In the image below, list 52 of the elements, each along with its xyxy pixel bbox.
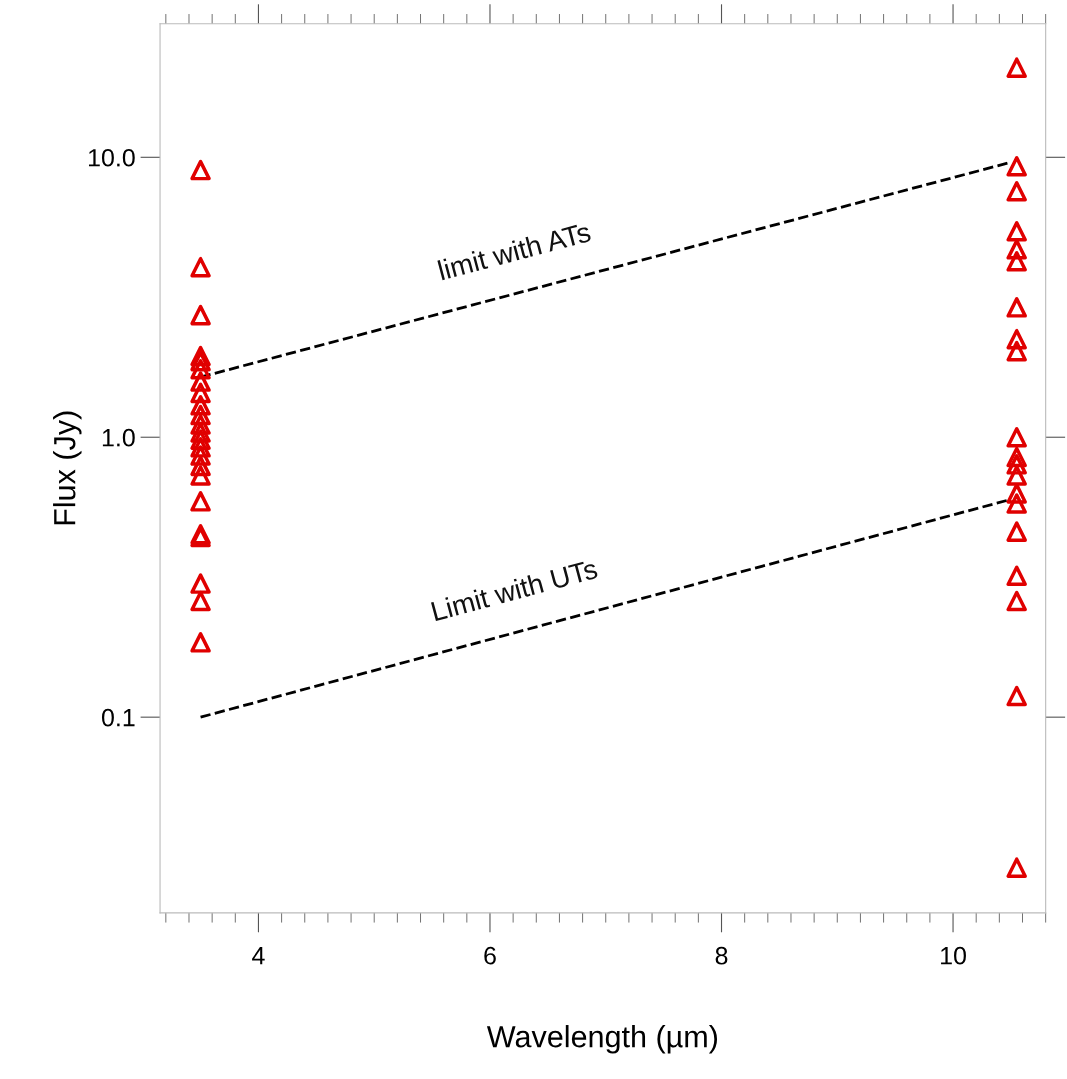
point	[1006, 685, 1027, 707]
point	[190, 422, 211, 443]
y-tick-label: 10.0	[89, 148, 135, 167]
point	[190, 465, 211, 486]
point	[190, 256, 211, 278]
point	[190, 395, 211, 416]
point	[1006, 251, 1027, 272]
point	[190, 455, 211, 477]
point	[190, 159, 211, 181]
annotation: Limit with UTs	[430, 558, 599, 622]
point	[1006, 565, 1027, 587]
point	[1006, 493, 1027, 514]
point	[190, 358, 211, 380]
point	[190, 304, 211, 326]
point	[190, 491, 211, 512]
point	[1006, 454, 1027, 475]
point	[1006, 156, 1027, 177]
point	[1006, 446, 1027, 468]
point	[190, 414, 211, 435]
point	[1006, 57, 1027, 78]
point	[190, 437, 211, 458]
point	[190, 445, 211, 466]
x-tick-label: 10	[941, 946, 966, 965]
point	[190, 573, 211, 594]
x-tick-label: 4	[252, 947, 265, 965]
point	[1006, 328, 1027, 350]
point	[1006, 857, 1027, 878]
point	[190, 371, 211, 392]
point	[1006, 221, 1027, 242]
point	[1006, 465, 1027, 486]
point	[1006, 590, 1027, 612]
point	[1006, 340, 1027, 362]
point	[1006, 181, 1027, 202]
point	[190, 350, 211, 372]
point	[1006, 426, 1027, 448]
y-tick-label: 1.0	[102, 428, 135, 447]
point	[1006, 521, 1027, 542]
point	[190, 345, 211, 367]
x-tick-label: 8	[715, 946, 728, 965]
x-tick-label: 6	[484, 946, 496, 965]
point	[190, 382, 211, 404]
point	[1006, 483, 1027, 504]
x-axis-title: Wavelength (µm)	[486, 1025, 718, 1054]
annotation: limit with ATs	[437, 221, 592, 281]
point	[190, 632, 211, 653]
y-tick-label: 0.1	[101, 708, 135, 727]
point	[1006, 297, 1027, 318]
y-axis-title: Flux (Jy)	[53, 411, 82, 525]
point	[1006, 239, 1027, 260]
point	[190, 429, 211, 450]
point	[190, 590, 211, 612]
point	[190, 404, 211, 426]
